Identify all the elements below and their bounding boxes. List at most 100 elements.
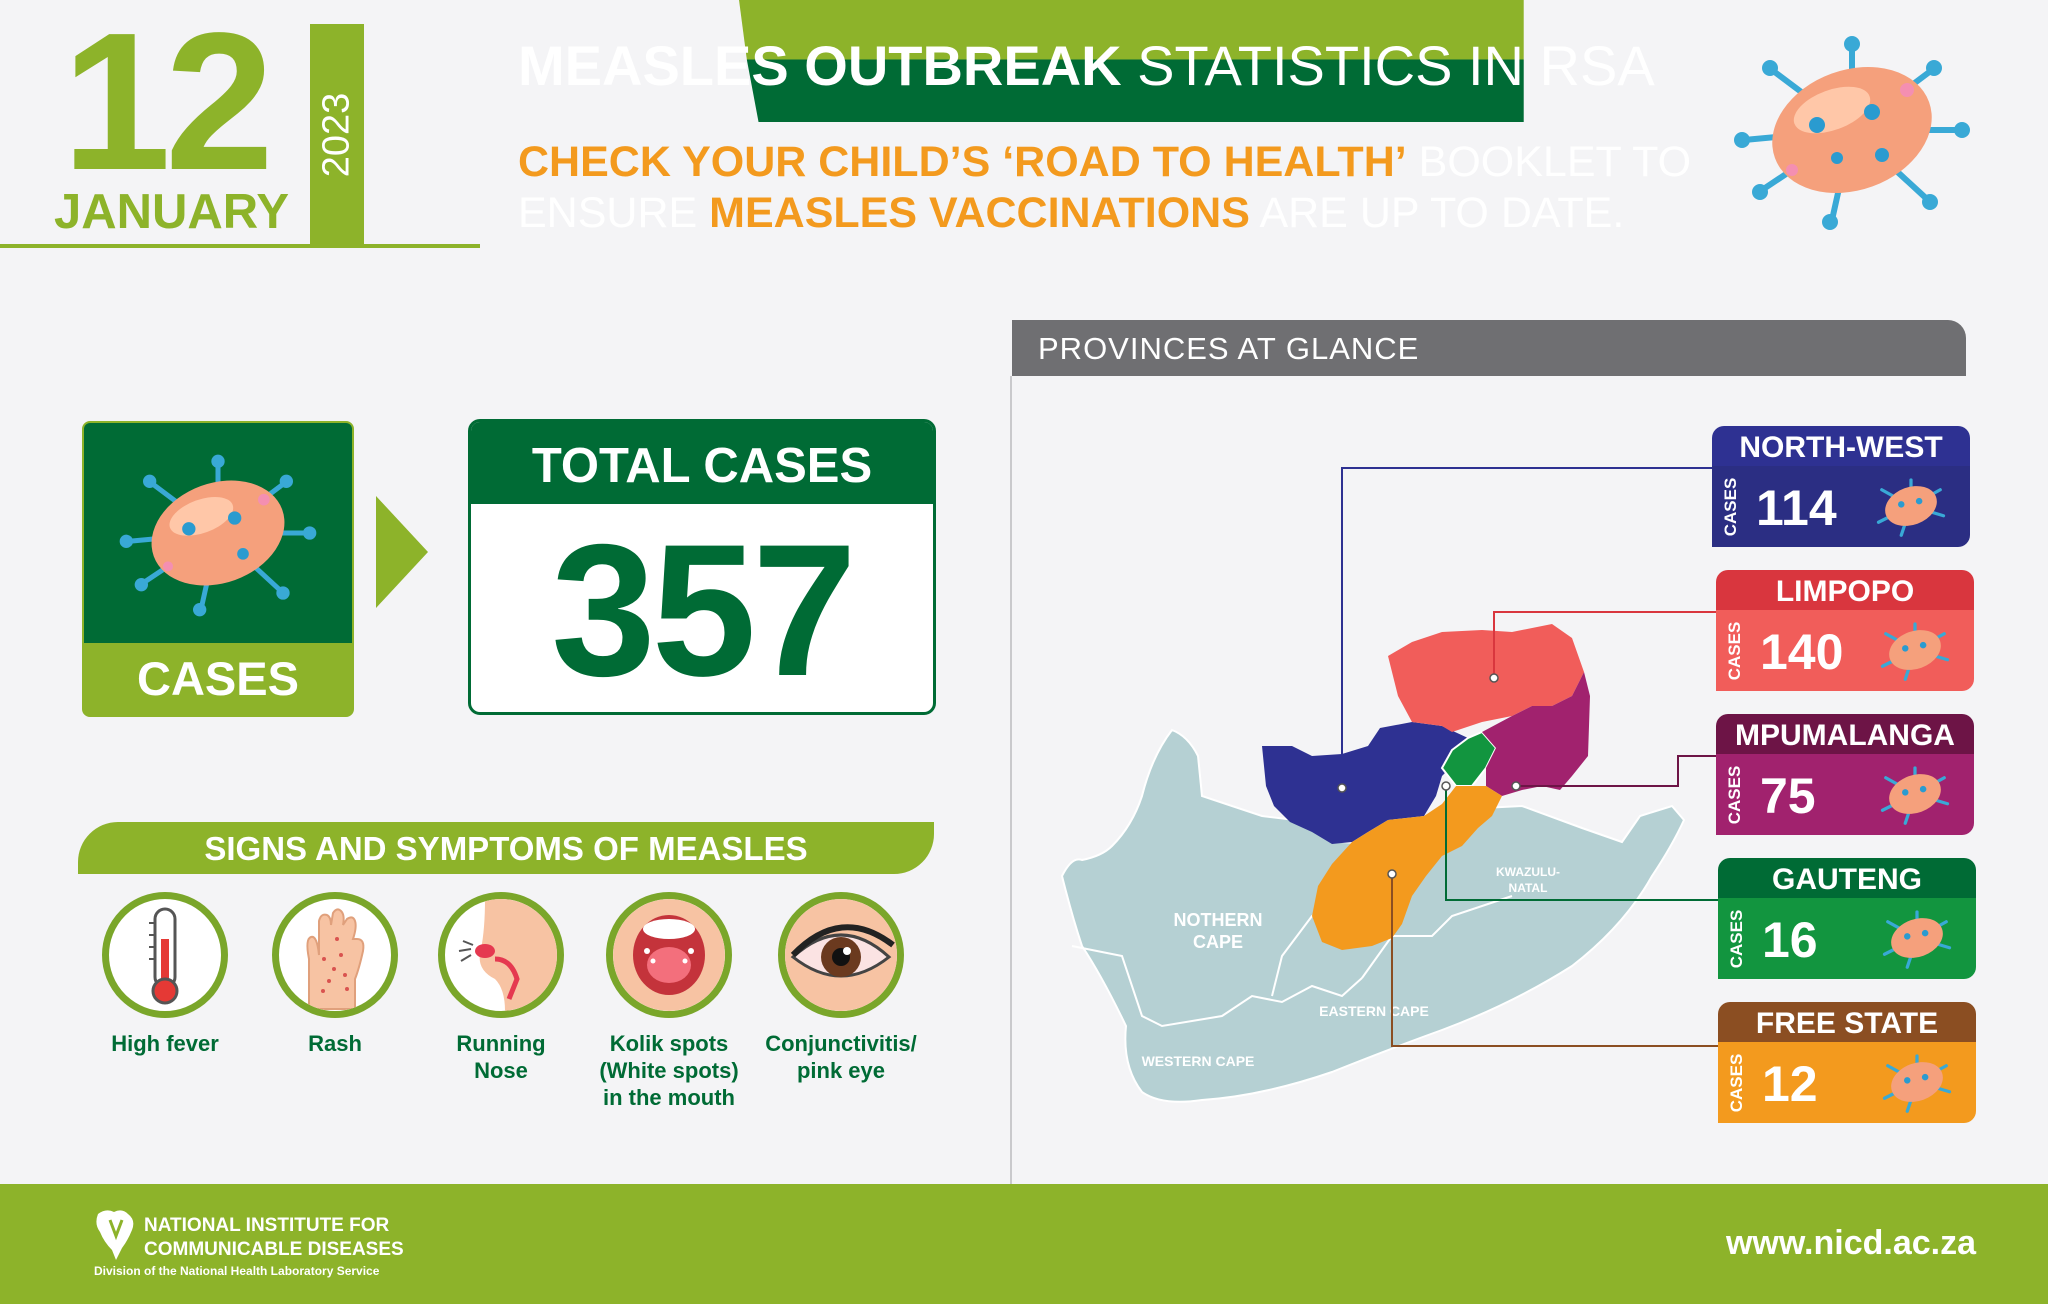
symptom-label: High fever [111,1031,219,1056]
map-label-western-cape: WESTERN CAPE [1142,1053,1255,1069]
symptom-high-fever: High fever [80,892,250,1057]
province-name: LIMPOPO [1716,570,1974,610]
province-name: MPUMALANGA [1716,714,1974,754]
virus-icon [1880,622,1950,681]
subtitle-highlight-2: MEASLES VACCINATIONS [709,189,1250,237]
mouth-icon [606,892,732,1018]
subtitle-line-2: ENSURE MEASLES VACCINATIONS ARE UP TO DA… [518,188,1624,240]
cases-vertical-text: CASES [1721,477,1740,537]
total-cases-card: TOTAL CASES 357 [468,419,936,715]
map-label-kzn-1: KWAZULU- [1496,865,1560,879]
province-card-mpumalanga: MPUMALANGA CASES 75 [1716,714,1974,835]
symptom-label: (White spots) [599,1058,739,1083]
total-cases-value: 357 [551,505,857,715]
symptom-rash: Rash [250,892,420,1057]
subtitle-highlight-1: CHECK YOUR CHILD’S ‘ROAD TO HEALTH’ [518,138,1407,186]
symptom-label: Running [456,1031,546,1056]
province-cases: 16 [1762,912,1818,968]
virus-icon [1882,910,1952,969]
map-label-northern-cape-1: NOTHERN [1174,910,1263,930]
cases-vertical-label: CASES [1722,621,1748,681]
province-card-gauteng: GAUTENG CASES 16 [1718,858,1976,979]
cases-card: CASES [82,421,354,717]
cases-vertical-text: CASES [1725,621,1744,681]
provinces-divider [1010,376,1012,1184]
cases-card-top [84,423,352,643]
virus-icon [119,454,317,617]
date-year-text: 2023 [315,92,358,178]
province-cases: 75 [1760,768,1816,824]
province-body: CASES 114 [1712,466,1970,547]
subtitle-rest-2: ARE UP TO DATE. [1259,189,1625,237]
map-label-northern-cape-2: CAPE [1193,932,1243,952]
virus-icon [1734,36,1970,230]
symptom-label: Nose [474,1058,528,1083]
province-cases: 12 [1762,1056,1818,1112]
symptom-label: pink eye [796,1058,886,1083]
subtitle-rest-1: BOOKLET TO [1418,138,1692,186]
cases-vertical-label: CASES [1724,1053,1750,1113]
province-body: CASES 140 [1716,610,1974,691]
province-cases: 114 [1756,480,1837,536]
cases-vertical-text: CASES [1727,1053,1746,1113]
symptom-label: Kolik spots [609,1031,729,1056]
date-month: JANUARY [54,185,290,239]
province-name: FREE STATE [1718,1002,1976,1042]
province-card-north-west: NORTH-WEST CASES 114 [1712,426,1970,547]
map-free-state [1312,786,1502,950]
province-name: NORTH-WEST [1712,426,1970,466]
map-label-kzn-2: NATAL [1509,881,1548,895]
subtitle-line-1: CHECK YOUR CHILD’S ‘ROAD TO HEALTH’ BOOK… [518,137,1691,189]
province-cases: 140 [1760,624,1844,680]
date-year: 2023 [310,24,364,246]
org-name-line-2: COMMUNICABLE DISEASES [144,1239,404,1260]
map-mpumalanga [1482,672,1590,796]
page-title: MEASLES OUTBREAK STATISTICS IN RSA [518,38,1655,94]
province-card-limpopo: LIMPOPO CASES 140 [1716,570,1974,691]
provinces-title: PROVINCES AT GLANCE [1038,331,1420,366]
symptom-label: Conjunctivitis/ [765,1031,917,1056]
footer [0,1184,2048,1304]
thermometer-icon [102,892,228,1018]
province-body: CASES 16 [1718,898,1976,979]
province-body: CASES 12 [1718,1042,1976,1123]
virus-icon [1880,766,1950,825]
map-north-west [1262,722,1468,844]
cases-vertical-text: CASES [1727,909,1746,969]
org-name-line-1: NATIONAL INSTITUTE FOR [144,1215,390,1236]
cases-vertical-text: CASES [1725,765,1744,825]
hand-rash-icon [272,892,398,1018]
website-link[interactable]: www.nicd.ac.za [1725,1224,1976,1262]
virus-icon [1882,1054,1952,1113]
header-banner [739,0,1524,122]
map-limpopo [1388,624,1584,732]
cases-label: CASES [137,652,299,705]
symptom-label: in the mouth [603,1085,735,1110]
date-day: 12 [62,0,274,211]
cases-vertical-label: CASES [1724,909,1750,969]
arrow-right-icon [376,496,428,608]
provinces-header [1012,320,1966,376]
province-body: CASES 75 [1716,754,1974,835]
province-name: GAUTENG [1718,858,1976,898]
symptom-label: Rash [308,1031,362,1056]
org-division: Division of the National Health Laborato… [94,1264,380,1278]
title-rest: STATISTICS IN RSA [1137,34,1655,97]
nicd-logo-icon [96,1210,134,1260]
south-africa-map: NOTHERN CAPE WESTERN CAPE EASTERN CAPE K… [1060,467,1718,1103]
nose-icon [438,892,564,1018]
symptoms-banner [78,822,934,874]
cases-vertical-label: CASES [1722,765,1748,825]
symptoms-title: SIGNS AND SYMPTOMS OF MEASLES [204,830,808,867]
map-label-eastern-cape: EASTERN CAPE [1319,1003,1429,1019]
virus-icon [1876,478,1946,537]
symptom-running-nose: Running Nose [416,892,586,1084]
title-bold: MEASLES OUTBREAK [518,34,1122,97]
date-underline [0,244,480,248]
symptom-kolik-spots: Kolik spots (White spots) in the mouth [584,892,754,1111]
subtitle-start-2: ENSURE [518,189,698,237]
province-card-free-state: FREE STATE CASES 12 [1718,1002,1976,1123]
total-cases-label: TOTAL CASES [471,422,933,504]
symptom-conjunctivitis: Conjunctivitis/pink eye [756,892,926,1084]
year-bar [310,24,364,246]
